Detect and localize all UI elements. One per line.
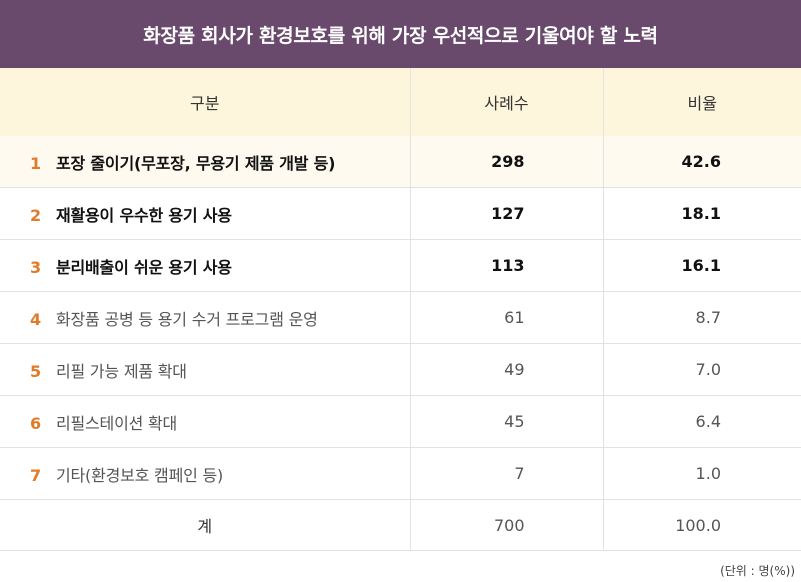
- table-row: 2 재활용이 우수한 용기 사용 127 18.1: [0, 187, 801, 240]
- count-cell: 49: [409, 343, 603, 396]
- total-label: 계: [0, 499, 410, 551]
- item-label: 포장 줄이기(무포장, 무용기 제품 개발 등): [56, 153, 336, 173]
- header-ratio: 비율: [602, 68, 801, 136]
- table-row: 3 분리배출이 쉬운 용기 사용 113 16.1: [0, 239, 801, 292]
- item-cell: 1 포장 줄이기(무포장, 무용기 제품 개발 등): [0, 136, 410, 188]
- total-ratio: 100.0: [602, 499, 801, 551]
- count-cell: 298: [409, 136, 603, 188]
- count-cell: 113: [409, 239, 603, 292]
- table-row: 1 포장 줄이기(무포장, 무용기 제품 개발 등) 298 42.6: [0, 136, 801, 188]
- rank-number: 4: [30, 309, 42, 329]
- item-label: 분리배출이 쉬운 용기 사용: [56, 257, 232, 277]
- ratio-cell: 42.6: [602, 136, 801, 188]
- ratio-cell: 7.0: [602, 343, 801, 396]
- table-row: 6 리필스테이션 확대 45 6.4: [0, 395, 801, 448]
- count-cell: 61: [409, 291, 603, 344]
- table-title: 화장품 회사가 환경보호를 위해 가장 우선적으로 기울여야 할 노력: [0, 0, 801, 68]
- item-label: 재활용이 우수한 용기 사용: [56, 205, 232, 225]
- item-label: 리필 가능 제품 확대: [56, 361, 187, 381]
- ratio-cell: 18.1: [602, 187, 801, 240]
- item-cell: 2 재활용이 우수한 용기 사용: [0, 187, 410, 240]
- item-cell: 4 화장품 공병 등 용기 수거 프로그램 운영: [0, 291, 410, 344]
- table-row: 7 기타(환경보호 캠페인 등) 7 1.0: [0, 447, 801, 500]
- item-label: 리필스테이션 확대: [56, 413, 178, 433]
- count-cell: 45: [409, 395, 603, 448]
- item-cell: 6 리필스테이션 확대: [0, 395, 410, 448]
- header-count: 사례수: [409, 68, 603, 136]
- total-count: 700: [409, 499, 603, 551]
- item-label: 기타(환경보호 캠페인 등): [56, 465, 224, 485]
- rank-number: 1: [30, 153, 42, 173]
- ratio-cell: 1.0: [602, 447, 801, 500]
- survey-table: 구분 사례수 비율 1 포장 줄이기(무포장, 무용기 제품 개발 등) 298 …: [0, 68, 801, 551]
- ratio-cell: 6.4: [602, 395, 801, 448]
- unit-note: (단위 : 명(%)): [720, 564, 795, 578]
- rank-number: 3: [30, 257, 42, 277]
- table-row: 5 리필 가능 제품 확대 49 7.0: [0, 343, 801, 396]
- ratio-cell: 8.7: [602, 291, 801, 344]
- rank-number: 6: [30, 413, 42, 433]
- header-category: 구분: [0, 68, 410, 136]
- count-cell: 7: [409, 447, 603, 500]
- table-row: 4 화장품 공병 등 용기 수거 프로그램 운영 61 8.7: [0, 291, 801, 344]
- rank-number: 2: [30, 205, 42, 225]
- count-cell: 127: [409, 187, 603, 240]
- table-header-row: 구분 사례수 비율: [0, 68, 801, 136]
- total-row: 계 700 100.0: [0, 499, 801, 551]
- ratio-cell: 16.1: [602, 239, 801, 292]
- item-cell: 5 리필 가능 제품 확대: [0, 343, 410, 396]
- item-cell: 3 분리배출이 쉬운 용기 사용: [0, 239, 410, 292]
- item-label: 화장품 공병 등 용기 수거 프로그램 운영: [56, 309, 318, 329]
- rank-number: 7: [30, 465, 42, 485]
- rank-number: 5: [30, 361, 42, 381]
- item-cell: 7 기타(환경보호 캠페인 등): [0, 447, 410, 500]
